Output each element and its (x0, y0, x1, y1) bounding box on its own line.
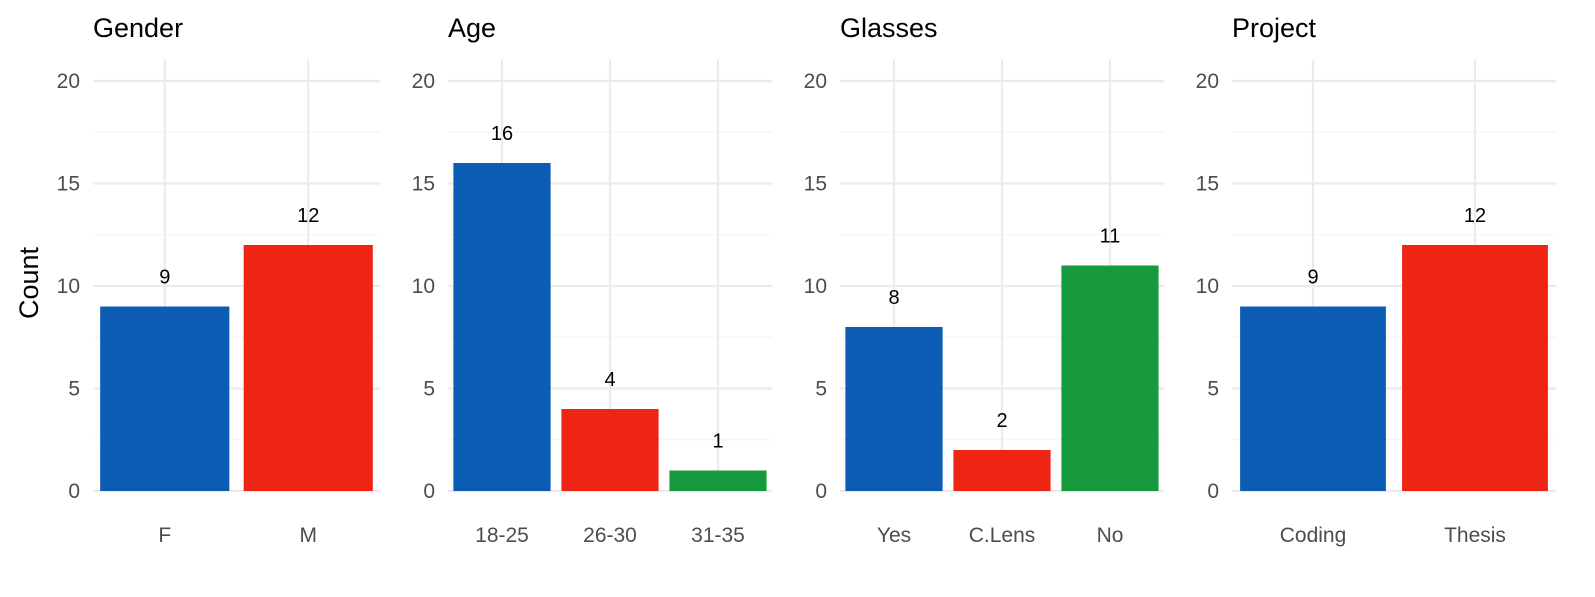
y-tick-label: 10 (804, 275, 827, 298)
y-tick-label: 20 (57, 70, 80, 93)
y-tick-label: 5 (815, 378, 827, 401)
x-tick-label: M (300, 524, 318, 547)
panel-title: Project (1232, 13, 1317, 43)
x-tick-label: C.Lens (969, 524, 1036, 547)
bar-f (100, 306, 230, 491)
bar-value-label: 4 (604, 369, 615, 391)
bar-value-label: 9 (159, 267, 170, 289)
bar-thesis (1402, 245, 1548, 491)
y-tick-label: 15 (57, 173, 80, 196)
y-tick-label: 0 (815, 480, 827, 503)
y-axis-title: Count (14, 246, 44, 319)
y-tick-label: 0 (1207, 480, 1219, 503)
bar-value-label: 9 (1307, 267, 1318, 289)
y-tick-label: 10 (1196, 275, 1219, 298)
bar-value-label: 16 (491, 123, 513, 145)
bar-c-lens (953, 450, 1051, 491)
y-tick-label: 20 (804, 70, 827, 93)
x-tick-label: Yes (877, 524, 911, 547)
bar-value-label: 12 (1464, 205, 1486, 227)
bar-31-35 (669, 470, 767, 491)
panel-glasses: 8 2 11 0 5 10 15 20 Yes C.Lens No Glasses (804, 13, 1164, 547)
x-tick-label: No (1097, 524, 1124, 547)
y-tick-label: 0 (423, 480, 435, 503)
y-tick-label: 20 (1196, 70, 1219, 93)
bar-26-30 (561, 409, 659, 491)
x-tick-label: Thesis (1444, 524, 1506, 547)
x-tick-label: 26-30 (583, 524, 637, 547)
panel-gender: 9 12 0 5 10 15 20 F M Gender (57, 13, 380, 547)
y-tick-label: 15 (412, 173, 435, 196)
bar-value-label: 2 (996, 410, 1007, 432)
x-tick-label: 31-35 (691, 524, 745, 547)
y-tick-label: 20 (412, 70, 435, 93)
y-tick-label: 10 (412, 275, 435, 298)
y-tick-label: 5 (68, 378, 80, 401)
bar-coding (1240, 306, 1386, 491)
y-tick-label: 15 (804, 173, 827, 196)
bar-m (243, 245, 373, 491)
bar-yes (845, 327, 943, 491)
y-tick-label: 15 (1196, 173, 1219, 196)
panel-title: Glasses (840, 13, 938, 43)
panel-project: 9 12 0 5 10 15 20 Coding Thesis Project (1196, 13, 1556, 547)
panel-title: Age (448, 13, 496, 43)
x-tick-label: F (158, 524, 171, 547)
panel-title: Gender (93, 13, 183, 43)
bar-value-label: 11 (1100, 226, 1121, 248)
bar-value-label: 1 (712, 431, 723, 453)
x-tick-label: Coding (1280, 524, 1347, 547)
bar-value-label: 8 (888, 287, 899, 309)
bar-18-25 (453, 163, 551, 491)
bar-no (1061, 265, 1159, 491)
y-tick-label: 10 (57, 275, 80, 298)
y-tick-label: 0 (68, 480, 80, 503)
y-tick-label: 5 (1207, 378, 1219, 401)
x-tick-label: 18-25 (475, 524, 529, 547)
y-tick-label: 5 (423, 378, 435, 401)
bar-value-label: 12 (297, 205, 319, 227)
